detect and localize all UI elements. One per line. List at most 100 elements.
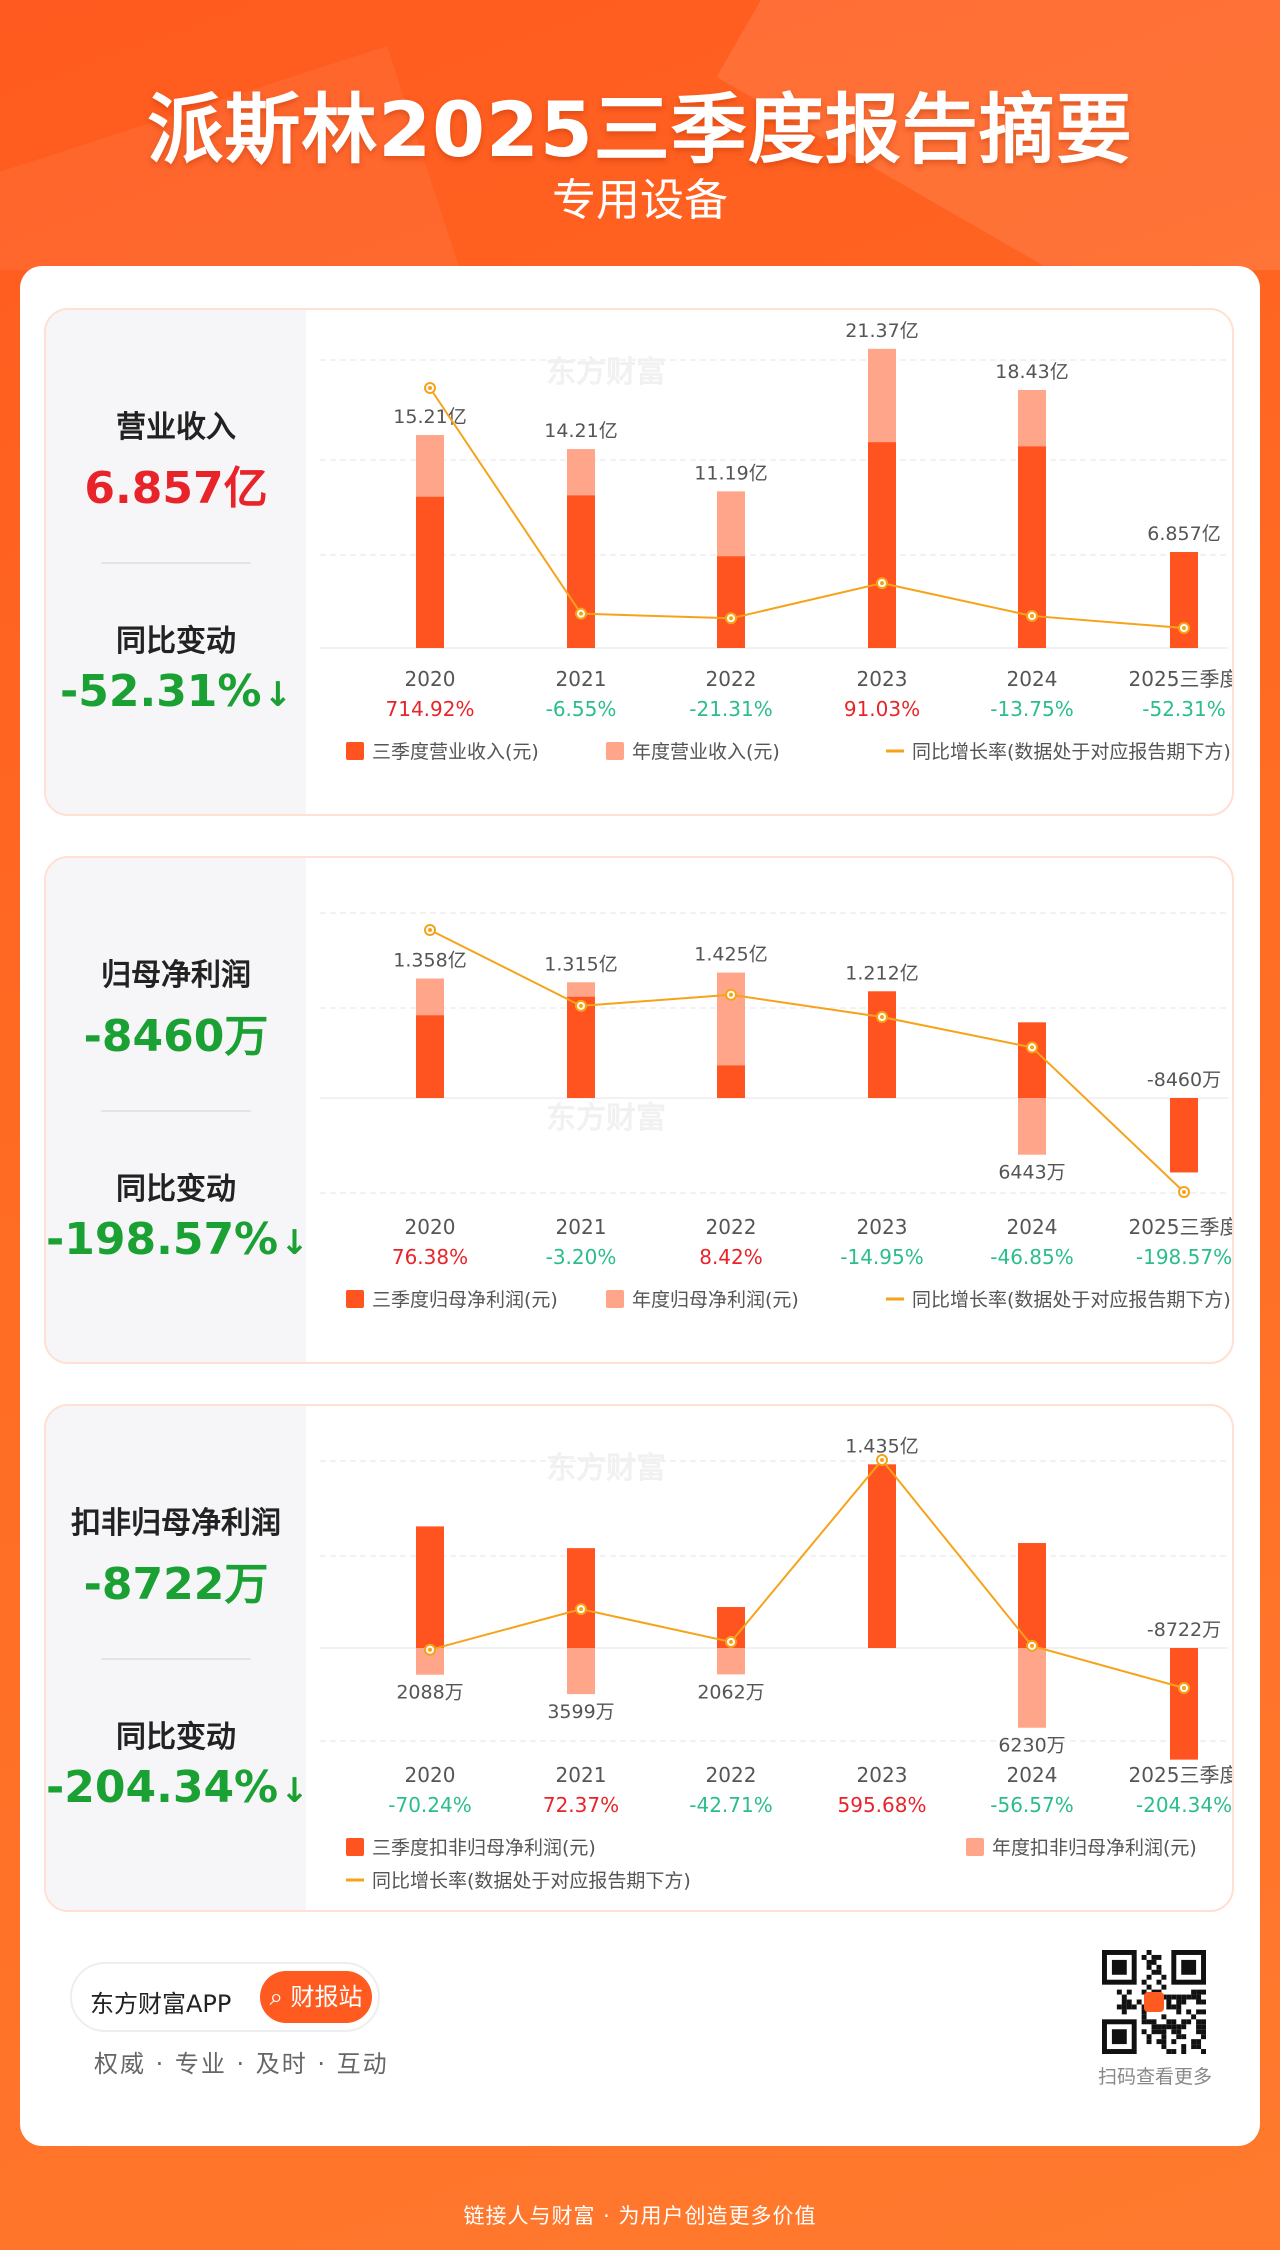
growth-label: -14.95% [840, 1245, 923, 1269]
qr-module [1196, 1989, 1202, 1995]
legend-label: 同比增长率(数据处于对应报告期下方) [372, 1870, 691, 1892]
growth-label: -204.34% [1136, 1793, 1232, 1817]
growth-label: -52.31% [1142, 697, 1225, 721]
bar-q3 [567, 996, 595, 1098]
slogan: 权威 · 专业 · 及时 · 互动 [94, 2050, 389, 2078]
category-label: 2023 [857, 667, 908, 691]
growth-point-dot [880, 1458, 884, 1462]
bar-q3 [717, 1065, 745, 1098]
qr-module [1186, 2019, 1192, 2025]
bar-value-label: 15.21亿 [393, 406, 466, 428]
qr-module [1196, 1999, 1202, 2005]
net-profit-chart: 东方财富 1.358亿 1.315亿 1.425亿 1.212亿 6443万 -8460万 2… [320, 912, 1234, 1311]
bar-value-label: 2088万 [396, 1682, 463, 1704]
growth-point-dot [880, 1015, 884, 1020]
growth-label: 72.37% [543, 1793, 619, 1817]
qr-module [1171, 1994, 1177, 2000]
category-label: 2024 [1007, 667, 1058, 691]
qr-finder [1111, 2029, 1127, 2045]
category-label: 2022 [706, 1215, 757, 1239]
qr-module [1176, 2009, 1182, 2015]
report-station-button[interactable]: ⌕ 财报站 [260, 1971, 372, 2023]
qr-module [1176, 2034, 1182, 2040]
qr-module [1131, 2004, 1137, 2010]
qr-module [1196, 2029, 1202, 2035]
qr-module [1121, 2004, 1127, 2010]
qr-module [1161, 2044, 1167, 2050]
growth-point-dot [729, 1639, 733, 1644]
bar-value-label: 1.425亿 [694, 944, 767, 966]
qr-module [1146, 2019, 1152, 2025]
change-label: 同比变动 [116, 1172, 236, 1207]
metric-sidebar: 归母净利润 -8460万 同比变动 -198.57%↓ [46, 858, 309, 1362]
qr-module [1186, 2009, 1192, 2015]
bar-annual [1018, 1098, 1046, 1155]
app-promo-pill[interactable]: 东方财富APP ⌕ 财报站 [70, 1962, 380, 2032]
qr-module [1201, 2019, 1206, 2025]
qr-module [1116, 2004, 1122, 2010]
growth-point-dot [1182, 1686, 1186, 1690]
bar-value-label: -8722万 [1147, 1619, 1221, 1641]
qr-module [1196, 1994, 1202, 2000]
growth-point-dot [428, 386, 432, 390]
growth-point-dot [1030, 613, 1034, 618]
bar-q3 [868, 1464, 896, 1648]
qr-module [1201, 1999, 1206, 2005]
qr-module [1121, 2009, 1127, 2015]
qr-module [1141, 1989, 1147, 1995]
qr-module [1141, 1979, 1147, 1985]
category-label: 2020 [405, 667, 456, 691]
bar-q3 [868, 442, 896, 648]
category-label: 2022 [706, 667, 757, 691]
qr-finder [1111, 1959, 1127, 1975]
category-label: 2025三季度 [1129, 667, 1234, 691]
category-label: 2025三季度 [1129, 1215, 1234, 1239]
page-subtitle: 专用设备 [552, 175, 728, 226]
qr-module [1201, 1989, 1206, 1995]
category-label: 2021 [556, 1763, 607, 1787]
qr-module [1166, 2004, 1172, 2010]
qr-module [1141, 1954, 1147, 1960]
qr-code-icon[interactable] [1102, 1950, 1206, 2054]
bar-value-label: 6230万 [998, 1735, 1065, 1757]
growth-point-dot [1030, 1643, 1034, 1648]
growth-point-dot [1030, 1045, 1034, 1050]
category-label: 2023 [857, 1763, 908, 1787]
qr-module [1176, 2024, 1182, 2030]
bar-value-label: 11.19亿 [694, 462, 767, 484]
bar-annual [1018, 1648, 1046, 1728]
qr-module [1126, 1999, 1132, 2005]
arrow-down-icon: ↓ [263, 675, 293, 715]
growth-point-dot [729, 616, 733, 621]
qr-module [1151, 1954, 1157, 1960]
bar-value-label: 1.212亿 [845, 962, 918, 984]
growth-label: -6.55% [546, 697, 617, 721]
qr-module [1146, 1959, 1152, 1965]
legend-label: 三季度扣非归母净利润(元) [372, 1837, 596, 1859]
change-value: -52.31%↓ [46, 666, 306, 717]
change-value: -204.34%↓ [46, 1762, 309, 1813]
qr-module [1121, 1999, 1127, 2005]
qr-module [1181, 1994, 1187, 2000]
qr-module [1161, 2029, 1167, 2035]
qr-module [1171, 2024, 1177, 2030]
bar-value-label: 14.21亿 [544, 420, 617, 442]
bar-q3 [1018, 1543, 1046, 1648]
bar-q3 [717, 556, 745, 648]
growth-label: 76.38% [392, 1245, 468, 1269]
metric-label: 扣非归母净利润 [71, 1506, 281, 1541]
qr-module [1181, 2044, 1187, 2050]
divider [101, 1658, 251, 1660]
bar-value-label: 6443万 [998, 1162, 1065, 1184]
metric-sidebar: 扣非归母净利润 -8722万 同比变动 -204.34%↓ [46, 1406, 309, 1910]
qr-module [1151, 1969, 1157, 1975]
category-label: 2021 [556, 667, 607, 691]
legend-swatch-annual [606, 1290, 624, 1308]
search-icon: ⌕ [269, 1983, 283, 2011]
growth-line [429, 387, 1185, 629]
growth-label: -46.85% [990, 1245, 1073, 1269]
growth-point-dot [579, 611, 583, 616]
qr-module [1176, 1994, 1182, 2000]
bar-value-label: 3599万 [547, 1701, 614, 1723]
growth-point-dot [428, 1647, 432, 1652]
